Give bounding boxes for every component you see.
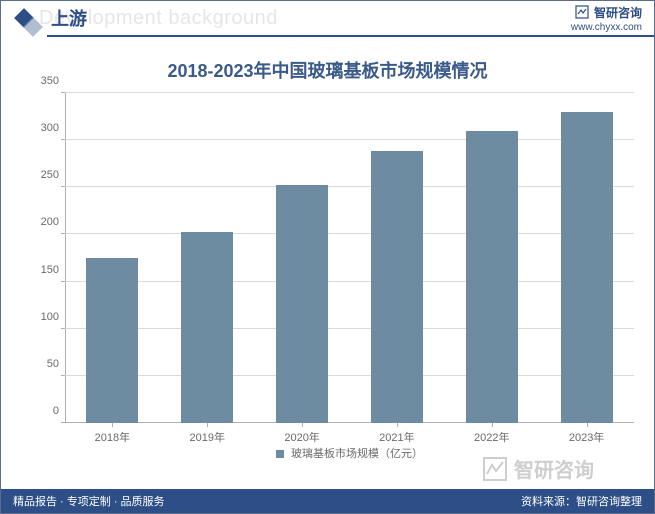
footer-right-text: 资料来源：智研咨询整理 bbox=[521, 493, 642, 509]
brand-url: www.chyxx.com bbox=[571, 22, 642, 34]
y-tick-label: 200 bbox=[41, 216, 65, 228]
y-tick-mark bbox=[61, 328, 65, 329]
y-tick-mark bbox=[61, 281, 65, 282]
watermark-logo-icon bbox=[482, 456, 508, 482]
bar bbox=[276, 185, 328, 423]
x-tick-label: 2023年 bbox=[569, 429, 604, 445]
x-tick-mark bbox=[492, 423, 493, 427]
y-tick-mark bbox=[61, 422, 65, 423]
watermark-text: 智研咨询 bbox=[514, 454, 594, 483]
y-tick-mark bbox=[61, 92, 65, 93]
x-tick-mark bbox=[587, 423, 588, 427]
section-tab-label: 上游 bbox=[51, 5, 87, 31]
y-tick-mark bbox=[61, 233, 65, 234]
chart-title: 2018-2023年中国玻璃基板市场规模情况 bbox=[1, 57, 654, 83]
header-underline bbox=[47, 35, 654, 37]
bar bbox=[86, 258, 138, 423]
x-tick-mark bbox=[112, 423, 113, 427]
y-tick-label: 250 bbox=[41, 169, 65, 181]
x-tick-mark bbox=[397, 423, 398, 427]
brand-name: 智研咨询 bbox=[594, 6, 642, 20]
y-tick-label: 150 bbox=[41, 264, 65, 276]
plot-region: 玻璃基板市场规模（亿元） 0501001502002503003502018年2… bbox=[65, 93, 634, 423]
report-card: Development background 上游 智研咨询 www.chyxx… bbox=[0, 0, 655, 514]
grid-line bbox=[65, 233, 634, 234]
y-tick-label: 50 bbox=[47, 358, 65, 370]
x-tick-mark bbox=[207, 423, 208, 427]
x-tick-label: 2020年 bbox=[284, 429, 319, 445]
legend-swatch bbox=[276, 450, 284, 458]
y-tick-mark bbox=[61, 186, 65, 187]
x-tick-label: 2019年 bbox=[190, 429, 225, 445]
grid-line bbox=[65, 186, 634, 187]
brand-block: 智研咨询 www.chyxx.com bbox=[571, 5, 642, 34]
y-tick-mark bbox=[61, 139, 65, 140]
y-axis bbox=[65, 93, 66, 423]
brand-logo-icon bbox=[575, 5, 589, 22]
grid-line bbox=[65, 92, 634, 93]
grid-line bbox=[65, 328, 634, 329]
bar bbox=[466, 131, 518, 423]
x-tick-label: 2022年 bbox=[474, 429, 509, 445]
grid-line bbox=[65, 139, 634, 140]
grid-line bbox=[65, 281, 634, 282]
bar bbox=[371, 151, 423, 423]
watermark: 智研咨询 bbox=[482, 454, 594, 483]
legend-label: 玻璃基板市场规模（亿元） bbox=[291, 448, 423, 460]
bar bbox=[561, 112, 613, 423]
chart-area: 玻璃基板市场规模（亿元） 0501001502002503003502018年2… bbox=[37, 93, 638, 451]
footer-left-text: 精品报告 · 专项定制 · 品质服务 bbox=[13, 493, 165, 509]
footer-bar: 精品报告 · 专项定制 · 品质服务 资料来源：智研咨询整理 bbox=[1, 489, 654, 513]
y-tick-label: 100 bbox=[41, 311, 65, 323]
y-tick-label: 350 bbox=[41, 75, 65, 87]
x-axis bbox=[65, 422, 634, 423]
bar bbox=[181, 232, 233, 423]
x-tick-mark bbox=[302, 423, 303, 427]
y-tick-label: 0 bbox=[53, 405, 65, 417]
x-tick-label: 2018年 bbox=[95, 429, 130, 445]
y-tick-label: 300 bbox=[41, 122, 65, 134]
header: Development background 上游 智研咨询 www.chyxx… bbox=[1, 1, 654, 43]
x-tick-label: 2021年 bbox=[379, 429, 414, 445]
grid-line bbox=[65, 375, 634, 376]
y-tick-mark bbox=[61, 375, 65, 376]
